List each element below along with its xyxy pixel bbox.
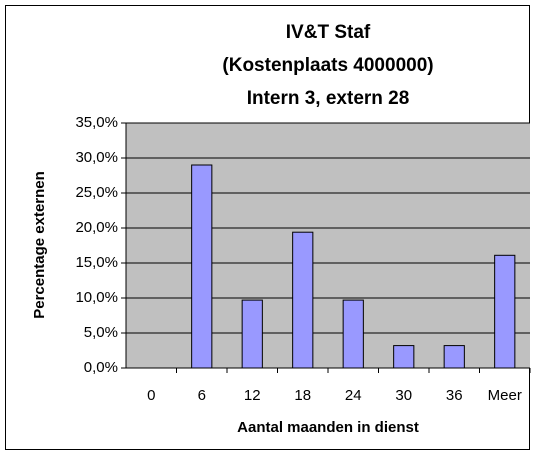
x-tick-label: 30 [395,387,412,404]
y-tick-label: 0,0% [84,359,118,376]
bar [443,345,465,369]
plot-area [126,123,530,368]
x-axis-title: Aantal maanden in dienst [237,419,419,436]
y-tick-label: 25,0% [75,184,118,201]
chart-title: Intern 3, extern 28 [247,88,410,109]
bar [342,299,364,369]
x-tick-label: 18 [294,387,311,404]
bar [241,299,263,369]
x-tick-label: 6 [198,387,206,404]
y-tick-label: 35,0% [75,114,118,131]
bar [191,164,213,369]
chart-title: (Kostenplaats 4000000) [222,55,433,76]
x-tick-label: 0 [147,387,155,404]
x-tick-label: 24 [345,387,362,404]
bar [494,254,516,369]
y-axis-title: Percentage externen [31,171,48,319]
y-tick-label: 5,0% [84,324,118,341]
bar [292,231,314,369]
y-tick-label: 10,0% [75,289,118,306]
x-tick-label: 36 [446,387,463,404]
x-tick-label: Meer [488,387,522,404]
y-tick-label: 15,0% [75,254,118,271]
y-tick-label: 30,0% [75,149,118,166]
y-tick-label: 20,0% [75,219,118,236]
x-tick-label: 12 [244,387,261,404]
bar [393,345,415,369]
chart-title: IV&T Staf [286,22,371,43]
